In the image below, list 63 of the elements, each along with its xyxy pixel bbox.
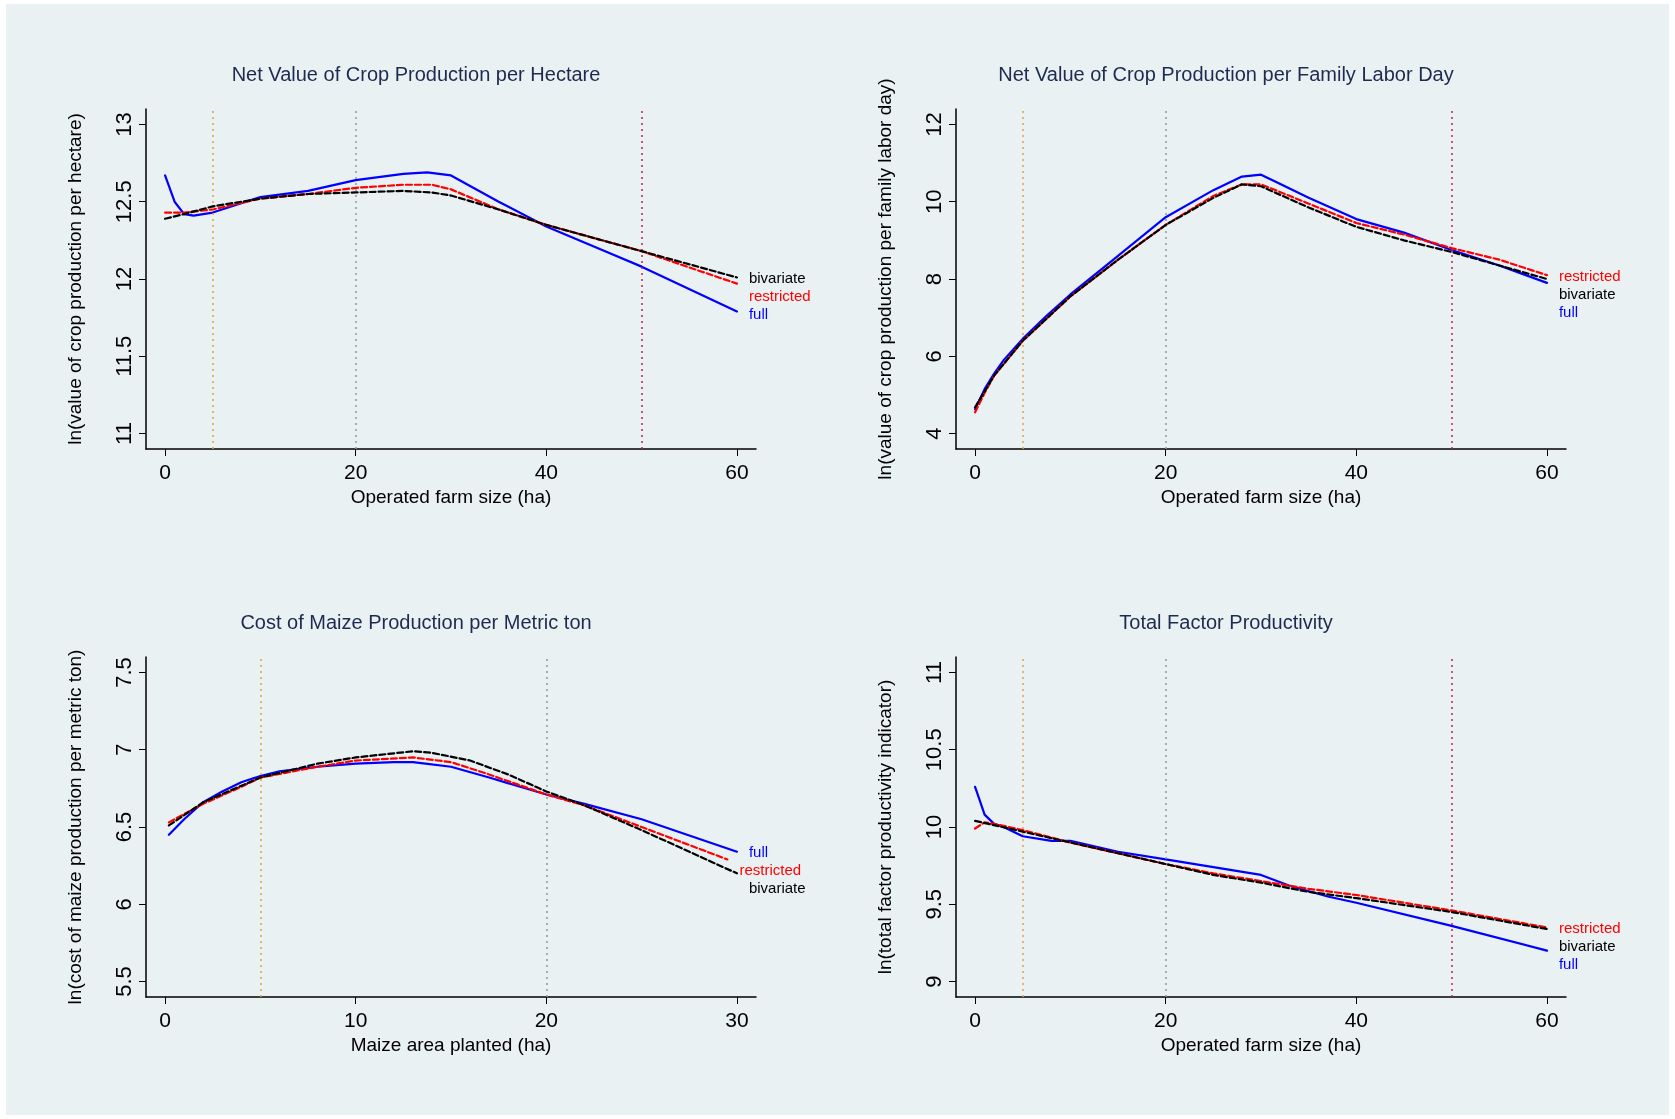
series-label: bivariate	[1558, 284, 1616, 302]
x-tick-label: 40	[1344, 1008, 1368, 1031]
y-tick-label: 12	[110, 266, 136, 292]
chart-title: Net Value of Crop Production per Family Labor Day	[998, 63, 1454, 85]
x-tick-label: 0	[159, 460, 171, 483]
y-axis-title: ln(value of crop production per hectare)	[64, 113, 85, 445]
series-label: full	[748, 843, 769, 861]
series-label: full	[1558, 302, 1579, 320]
y-tick-label: 9	[920, 975, 946, 988]
x-tick-label: 60	[1535, 1008, 1559, 1031]
chart-title: Total Factor Productivity	[1119, 611, 1333, 633]
x-tick-label: 30	[725, 1008, 749, 1031]
y-tick-label: 8	[920, 272, 946, 286]
y-tick-label: 6	[110, 898, 136, 911]
y-tick-label: 10	[920, 814, 946, 840]
y-axis-title: ln(cost of maize production per metric ton)	[64, 649, 85, 1005]
y-tick-label: 11	[920, 661, 946, 684]
y-tick-label: 11	[110, 422, 136, 445]
y-tick-label: 10.5	[920, 728, 946, 772]
y-axis-title: ln(value of crop production per family labor day)	[874, 78, 895, 480]
line-series	[163, 171, 739, 313]
x-tick-label: 60	[725, 460, 749, 483]
y-tick-label: 11.5	[110, 335, 136, 377]
x-axis-title: Operated farm size (ha)	[350, 486, 552, 507]
y-tick-label: 7	[110, 743, 136, 756]
series-label: restricted	[739, 861, 802, 879]
x-tick-label: 60	[1535, 460, 1559, 483]
x-axis-title: Maize area planted (ha)	[350, 1034, 552, 1055]
x-tick-label: 0	[159, 1008, 171, 1031]
x-axis-title: Operated farm size (ha)	[1160, 1034, 1362, 1055]
x-tick-label: 40	[1344, 460, 1368, 483]
series-label: full	[1558, 954, 1579, 972]
line-series	[167, 750, 739, 875]
x-tick-label: 10	[344, 1008, 368, 1031]
series-label: restricted	[1558, 266, 1621, 284]
y-tick-label: 12.5	[110, 180, 136, 224]
series-label: restricted	[748, 286, 811, 304]
chart-title: Net Value of Crop Production per Hectare	[231, 63, 601, 85]
y-tick-label: 12	[920, 112, 946, 137]
y-axis-title: ln(total factor productivity indicator)	[874, 679, 895, 975]
y-tick-label: 4	[920, 427, 946, 440]
series-label: bivariate	[748, 268, 806, 286]
y-tick-label: 9.5	[920, 888, 946, 920]
y-tick-label: 7.5	[110, 657, 136, 688]
series-label: restricted	[1558, 918, 1621, 936]
x-tick-label: 20	[344, 460, 368, 483]
y-tick-label: 5.5	[110, 966, 136, 997]
x-tick-label: 0	[969, 1008, 981, 1031]
line-series	[973, 785, 1549, 952]
x-tick-label: 0	[969, 460, 981, 483]
x-axis-title: Operated farm size (ha)	[1160, 486, 1362, 507]
chart-title: Cost of Maize Production per Metric ton	[240, 611, 592, 633]
x-tick-label: 40	[534, 460, 558, 483]
y-tick-label: 6.5	[110, 811, 136, 843]
x-tick-label: 20	[1154, 460, 1178, 483]
series-label: full	[748, 304, 769, 322]
y-tick-label: 10	[920, 189, 946, 214]
y-tick-label: 13	[110, 112, 136, 137]
series-label: bivariate	[748, 879, 806, 897]
series-label: bivariate	[1558, 936, 1616, 954]
x-tick-label: 20	[1154, 1008, 1178, 1031]
y-tick-label: 6	[920, 350, 946, 363]
x-tick-label: 20	[534, 1008, 558, 1031]
